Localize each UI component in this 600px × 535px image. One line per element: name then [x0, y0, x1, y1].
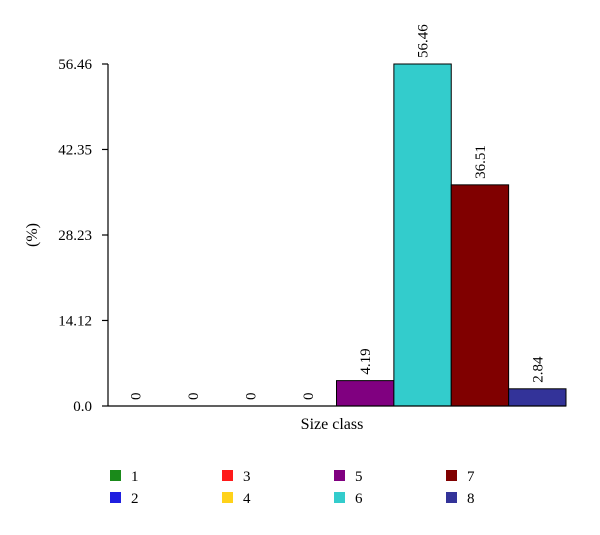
data-label-1: 0	[129, 393, 145, 401]
legend: 1 2 3 4 5 6 7 8	[110, 469, 475, 507]
y-axis-ticks: 0.0 14.12 28.23 42.35 56.46	[58, 57, 108, 415]
data-label-6: 56.46	[416, 24, 432, 58]
bars	[336, 63, 567, 407]
data-label-5: 4.19	[358, 348, 374, 374]
bar-8	[508, 388, 567, 407]
y-tick-label: 14.12	[58, 313, 92, 329]
legend-swatch-2	[110, 492, 121, 503]
legend-swatch-5	[334, 470, 345, 481]
data-label-8: 2.84	[530, 356, 546, 383]
data-label-4: 0	[301, 393, 317, 401]
y-tick-label: 56.46	[58, 57, 92, 73]
data-labels: 0 0 0 0 4.19 56.46 36.51 2.84	[129, 24, 547, 400]
bar-6	[393, 63, 452, 407]
data-label-7: 36.51	[473, 145, 489, 179]
bar-7	[450, 184, 510, 407]
x-axis-title: Size class	[301, 416, 364, 433]
bar-5	[336, 380, 395, 407]
legend-label-4: 4	[243, 491, 251, 507]
legend-label-5: 5	[355, 469, 363, 485]
legend-label-2: 2	[131, 491, 139, 507]
legend-swatch-3	[222, 470, 233, 481]
legend-swatch-8	[446, 492, 457, 503]
legend-label-1: 1	[131, 469, 139, 485]
data-label-3: 0	[243, 393, 259, 401]
legend-swatch-4	[222, 492, 233, 503]
legend-label-6: 6	[355, 491, 363, 507]
legend-swatch-7	[446, 470, 457, 481]
y-tick-label: 0.0	[73, 399, 92, 415]
legend-label-8: 8	[467, 491, 475, 507]
y-axis-title: (%)	[24, 223, 41, 247]
legend-label-3: 3	[243, 469, 251, 485]
legend-label-7: 7	[467, 469, 475, 485]
data-label-2: 0	[186, 393, 202, 401]
y-tick-label: 42.35	[58, 142, 92, 158]
legend-swatch-6	[334, 492, 345, 503]
y-tick-label: 28.23	[58, 228, 92, 244]
legend-swatch-1	[110, 470, 121, 481]
